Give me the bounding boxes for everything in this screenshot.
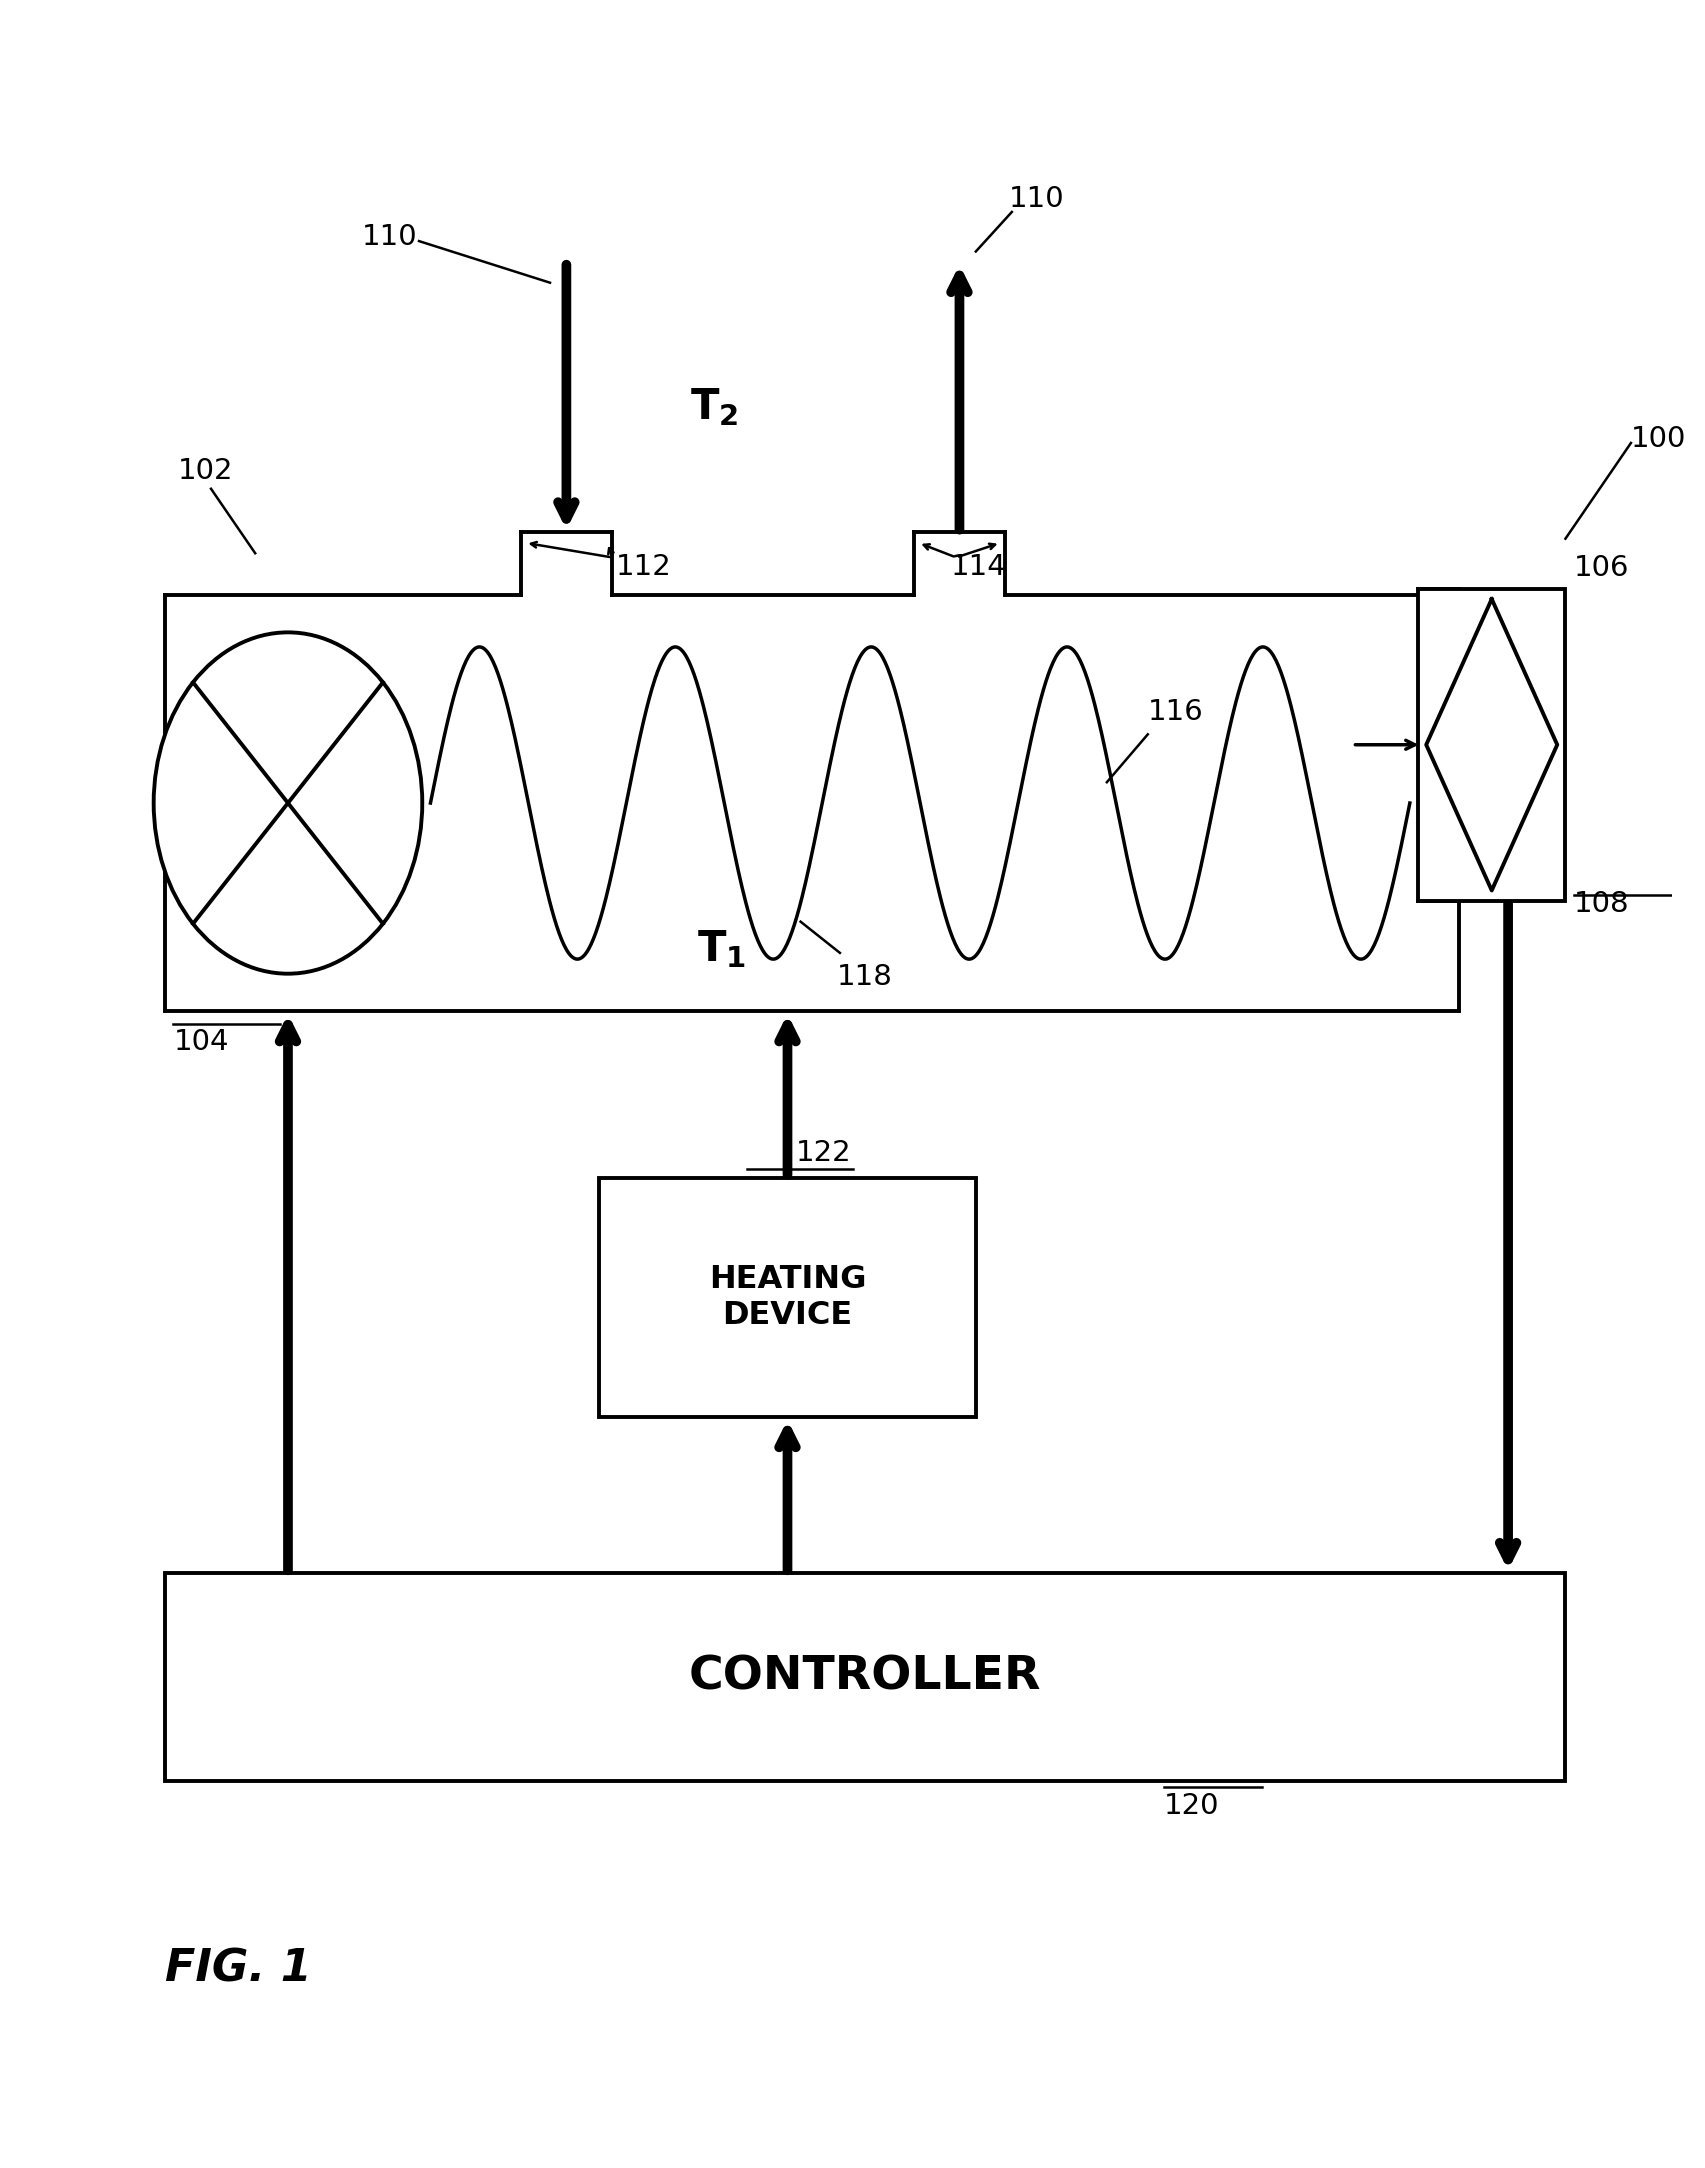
Circle shape bbox=[153, 633, 423, 973]
Text: 120: 120 bbox=[1163, 1791, 1219, 1819]
Bar bbox=[598, 1177, 975, 1418]
Text: 100: 100 bbox=[1630, 425, 1685, 453]
Text: HEATING
DEVICE: HEATING DEVICE bbox=[708, 1264, 866, 1331]
Text: FIG. 1: FIG. 1 bbox=[165, 1947, 312, 1990]
Text: 102: 102 bbox=[177, 457, 234, 486]
Text: 122: 122 bbox=[795, 1138, 851, 1166]
Text: 110: 110 bbox=[361, 223, 418, 251]
Text: 104: 104 bbox=[174, 1028, 228, 1056]
Bar bbox=[165, 1574, 1565, 1782]
Bar bbox=[1417, 590, 1565, 902]
Text: 108: 108 bbox=[1572, 891, 1628, 919]
Text: 116: 116 bbox=[1147, 698, 1202, 726]
Text: $\mathbf{T_2}$: $\mathbf{T_2}$ bbox=[689, 386, 738, 429]
Text: CONTROLLER: CONTROLLER bbox=[689, 1654, 1042, 1700]
Text: 110: 110 bbox=[1008, 186, 1064, 212]
Text: 106: 106 bbox=[1572, 555, 1628, 583]
Text: $\mathbf{T_1}$: $\mathbf{T_1}$ bbox=[697, 928, 747, 969]
Text: 118: 118 bbox=[835, 963, 892, 991]
Text: 114: 114 bbox=[951, 553, 1006, 581]
Text: 112: 112 bbox=[616, 553, 670, 581]
